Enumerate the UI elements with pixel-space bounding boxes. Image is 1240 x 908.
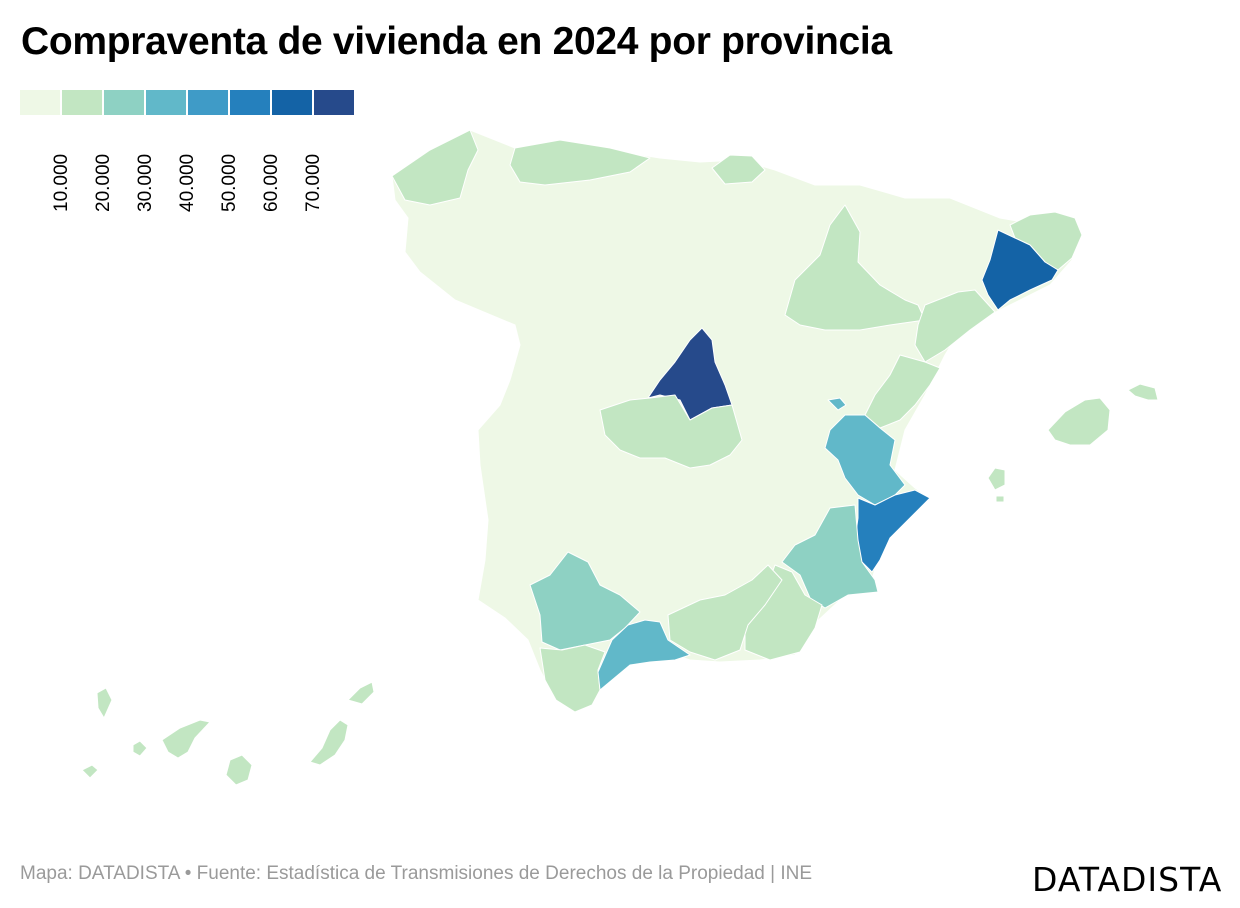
legend-swatch [20,90,60,115]
datadista-logo: DATADISTA [1032,860,1223,899]
region-malaga [597,619,691,691]
legend-swatch [104,90,144,115]
source-note: Mapa: DATADISTA • Fuente: Estadística de… [20,863,813,884]
region-cantabria [711,154,766,185]
legend-swatch [314,90,354,115]
region-asturias [509,139,651,186]
region-alicante [854,489,931,573]
region-gran-canaria [225,754,253,786]
region-galicia-west [391,129,479,206]
legend-swatch [272,90,312,115]
region-granada [667,564,783,661]
region-cadiz [539,644,606,713]
legend-swatch [230,90,270,115]
region-valencia-enclave [827,397,847,411]
region-la-palma [96,687,113,719]
color-legend: 10.000 20.000 30.000 40.000 50.000 60.00… [20,90,360,212]
chart-title: Compraventa de vivienda en 2024 por prov… [21,20,892,63]
region-sevilla [529,551,641,651]
region-fuerteventura [309,719,349,766]
legend-swatch [146,90,186,115]
region-zaragoza [784,204,926,331]
region-toledo [599,394,743,469]
region-barcelona [981,229,1059,311]
region-tenerife [161,719,211,759]
region-castellon [864,354,941,429]
region-murcia [781,504,879,609]
region-menorca [1127,383,1159,401]
region-formentera [995,495,1005,503]
region-lanzarote [347,681,375,705]
region-la-gomera [132,740,148,757]
region-mallorca [1047,397,1111,446]
legend-swatch [188,90,228,115]
region-tarragona [914,289,996,363]
region-ibiza [987,467,1006,491]
region-el-hierro [81,764,99,779]
legend-swatch [62,90,102,115]
